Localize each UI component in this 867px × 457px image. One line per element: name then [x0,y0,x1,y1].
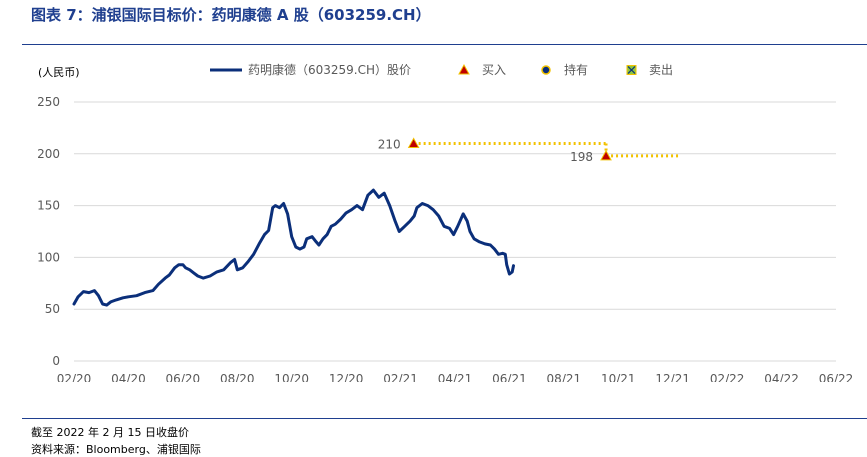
y-tick-label: 250 [37,95,60,109]
source-note: 资料来源：Bloomberg、浦银国际 [31,443,201,456]
y-tick-label: 100 [37,250,60,264]
x-tick-label: 06/20 [166,372,201,382]
top-rule [22,44,867,45]
chart-legend: 药明康德（603259.CH）股价 买入 持有 卖出 [210,62,673,77]
x-tick-label: 04/20 [111,372,146,382]
grid-lines [74,101,836,362]
x-tick-label: 02/20 [57,372,92,382]
x-axis-ticks: 02/20 04/20 06/20 08/20 10/20 12/20 02/21 04/21… [57,372,854,382]
y-unit-label: (人民币) [38,66,80,79]
price-chart: (人民币) 药明康德（603259.CH）股价 买入 持有 卖出 0 50 100 150 2… [37,62,854,382]
y-axis-ticks: 0 50 100 150 200 250 [37,95,60,368]
x-tick-label: 08/20 [220,372,255,382]
target-price-label: 210 [378,137,401,151]
legend-buy-marker [458,63,470,75]
x-tick-label: 12/21 [655,372,690,382]
x-tick-label: 12/20 [329,372,364,382]
x-tick-label: 10/21 [601,372,636,382]
bottom-rule [22,418,867,419]
buy-rating-marker [407,137,420,148]
legend-label: 买入 [482,63,506,77]
legend-hold-marker [541,65,551,75]
x-tick-label: 02/21 [383,372,418,382]
x-tick-label: 04/21 [438,372,473,382]
price-series [72,188,515,307]
figure-title: 图表 7：浦银国际目标价：药明康德 A 股（603259.CH） [31,6,431,24]
buy-rating-marker [600,149,612,161]
legend-label: 卖出 [649,63,673,77]
y-tick-label: 150 [37,199,60,213]
x-tick-label: 02/22 [710,372,745,382]
legend-sell-cross [627,66,636,74]
target-price-label: 198 [570,150,593,164]
y-tick-label: 50 [45,302,60,316]
legend-label: 持有 [564,62,588,77]
y-tick-label: 200 [37,147,60,161]
x-tick-label: 08/21 [547,372,582,382]
y-tick-label: 0 [52,354,60,368]
x-tick-label: 06/21 [492,372,527,382]
x-tick-label: 06/22 [819,372,854,382]
as-of-note: 截至 2022 年 2 月 15 日收盘价 [31,426,189,439]
x-tick-label: 10/20 [274,372,309,382]
legend-label: 药明康德（603259.CH）股价 [248,62,411,77]
price-line [72,188,515,307]
target-price-lines: 210 198 [378,137,681,164]
x-tick-label: 04/22 [764,372,799,382]
